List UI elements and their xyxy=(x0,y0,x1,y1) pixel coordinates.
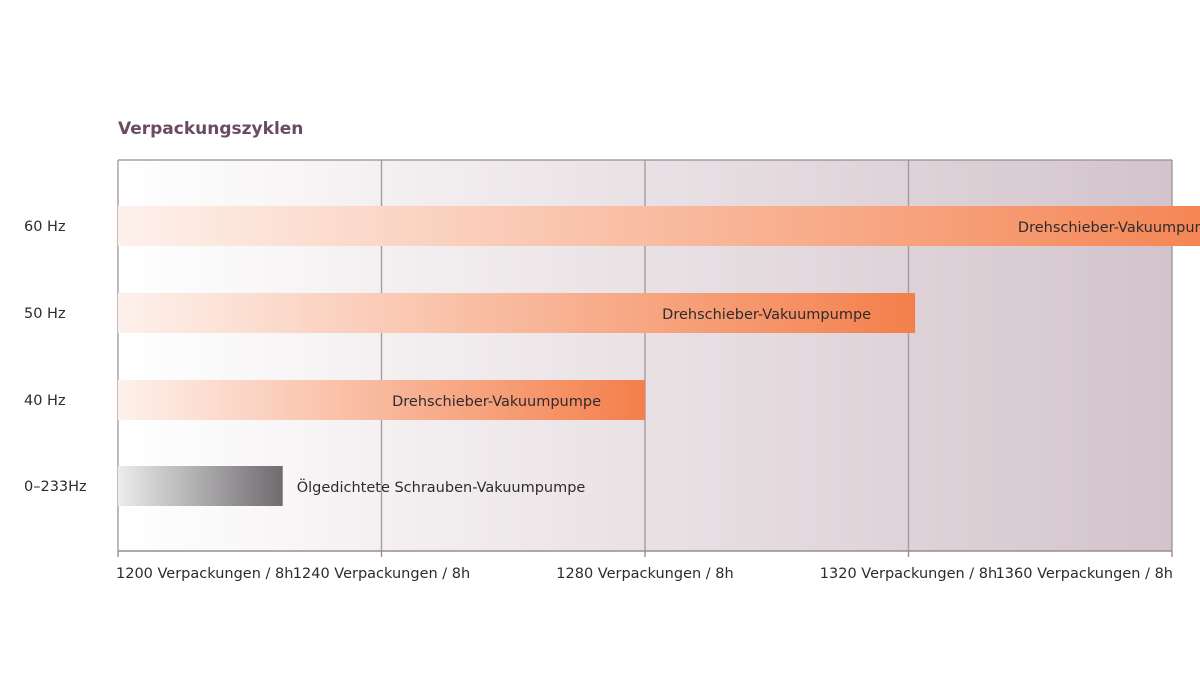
bar-label: Ölgedichtete Schrauben-Vakuumpumpe xyxy=(297,478,586,496)
chart-title: Verpackungszyklen xyxy=(118,119,303,139)
bar xyxy=(118,380,645,420)
bar-label: Drehschieber-Vakuumpumpe xyxy=(662,307,871,323)
bar xyxy=(118,206,1200,246)
category-label: 60 Hz xyxy=(24,219,66,235)
x-tick-label: 1320 Verpackungen / 8h xyxy=(820,566,997,582)
category-label: 50 Hz xyxy=(24,306,66,322)
category-label: 0–233Hz xyxy=(24,479,87,495)
x-tick-label: 1240 Verpackungen / 8h xyxy=(293,566,470,582)
bar xyxy=(118,293,916,333)
x-tick-label: 1360 Verpackungen / 8h xyxy=(996,566,1173,582)
bar-label: Drehschieber-Vakuumpumpe xyxy=(392,394,601,410)
bar-label: Drehschieber-Vakuumpumpe xyxy=(1018,220,1200,236)
bar xyxy=(118,466,283,506)
category-label: 40 Hz xyxy=(24,393,66,409)
x-tick-label: 1200 Verpackungen / 8h xyxy=(116,566,293,582)
x-tick-label: 1280 Verpackungen / 8h xyxy=(556,566,733,582)
